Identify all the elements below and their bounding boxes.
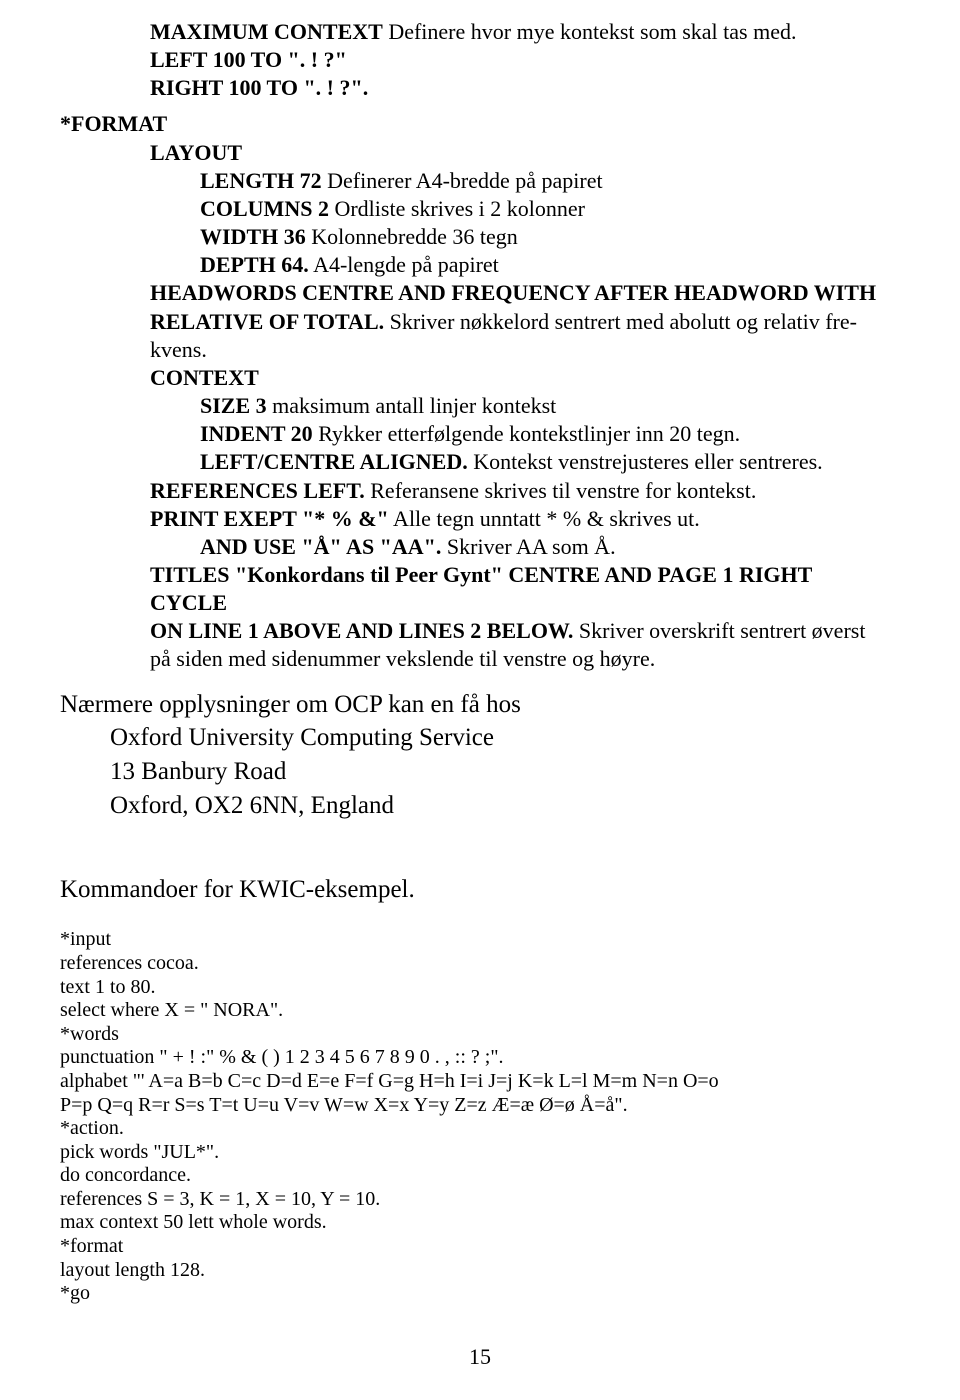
and-use-bold: AND USE "Å" AS "AA".: [200, 534, 441, 559]
code-line: layout length 128.: [60, 1259, 890, 1283]
print-exept-bold: PRINT EXEPT "* % &": [150, 506, 389, 531]
print-exept: PRINT EXEPT "* % &" Alle tegn unntatt * …: [60, 505, 890, 533]
code-line: do concordance.: [60, 1164, 890, 1188]
right-100: RIGHT 100 TO ". ! ?".: [150, 75, 368, 100]
code-line: alphabet "' A=a B=b C=c D=d E=e F=f G=g …: [60, 1070, 890, 1094]
titles-bold-2: ON LINE 1 ABOVE AND LINES 2 BELOW.: [150, 618, 573, 643]
code-line: *format: [60, 1235, 890, 1259]
contact-line-4: Oxford, OX2 6NN, England: [60, 789, 890, 823]
headwords-line-2: RELATIVE OF TOTAL. Skriver nøkkelord sen…: [60, 308, 890, 336]
titles-line-1: TITLES "Konkordans til Peer Gynt" CENTRE…: [60, 561, 890, 617]
kwic-code-block: *input references cocoa. text 1 to 80. s…: [60, 928, 890, 1306]
layout-width: WIDTH 36 Kolonnebredde 36 tegn: [60, 223, 890, 251]
layout-heading: LAYOUT: [60, 139, 890, 167]
context-heading: CONTEXT: [60, 364, 890, 392]
context-align-bold: LEFT/CENTRE ALIGNED.: [200, 449, 468, 474]
max-context-line-3: RIGHT 100 TO ". ! ?".: [60, 74, 890, 102]
and-use: AND USE "Å" AS "AA". Skriver AA som Å.: [60, 533, 890, 561]
refs-left-bold: REFERENCES LEFT.: [150, 478, 365, 503]
headwords-bold-2: RELATIVE OF TOTAL.: [150, 309, 384, 334]
titles-bold-1: TITLES "Konkordans til Peer Gynt" CENTRE…: [150, 562, 812, 615]
context-align-desc: Kontekst venstrejusteres eller sentreres…: [468, 449, 823, 474]
headwords-bold-1: HEADWORDS CENTRE AND FREQUENCY AFTER HEA…: [150, 280, 876, 305]
and-use-desc: Skriver AA som Å.: [441, 534, 615, 559]
document-page: MAXIMUM CONTEXT Definere hvor mye kontek…: [0, 0, 960, 1400]
headwords-desc-2: Skriver nøkkelord sentrert med abolutt o…: [384, 309, 857, 334]
max-context-line-2: LEFT 100 TO ". ! ?": [60, 46, 890, 74]
layout-length-desc: Definerer A4-bredde på papiret: [322, 168, 603, 193]
max-context-desc: Definere hvor mye kontekst som skal tas …: [383, 19, 797, 44]
headwords-line-3: kvens.: [60, 336, 890, 364]
layout-columns: COLUMNS 2 Ordliste skrives i 2 kolonner: [60, 195, 890, 223]
refs-left: REFERENCES LEFT. Referansene skrives til…: [60, 477, 890, 505]
code-line: punctuation " + ! :" % & ( ) 1 2 3 4 5 6…: [60, 1046, 890, 1070]
layout-depth-desc: A4-lengde på papiret: [309, 252, 499, 277]
layout-length-bold: LENGTH 72: [200, 168, 322, 193]
code-line: *input: [60, 928, 890, 952]
code-line: pick words "JUL*".: [60, 1141, 890, 1165]
layout-depth-bold: DEPTH 64.: [200, 252, 309, 277]
left-100: LEFT 100 TO ". ! ?": [150, 47, 347, 72]
page-number: 15: [0, 1344, 960, 1370]
context-size-bold: SIZE 3: [200, 393, 267, 418]
titles-line-2: ON LINE 1 ABOVE AND LINES 2 BELOW. Skriv…: [60, 617, 890, 645]
code-line: references S = 3, K = 1, X = 10, Y = 10.: [60, 1188, 890, 1212]
max-context-bold: MAXIMUM CONTEXT: [150, 19, 383, 44]
layout-columns-desc: Ordliste skrives i 2 kolonner: [329, 196, 585, 221]
contact-line-2: Oxford University Computing Service: [60, 721, 890, 755]
titles-desc-2: Skriver overskrift sentrert øverst: [573, 618, 865, 643]
layout-width-bold: WIDTH 36: [200, 224, 306, 249]
layout-length: LENGTH 72 Definerer A4-bredde på papiret: [60, 167, 890, 195]
code-line: select where X = " NORA".: [60, 999, 890, 1023]
layout-columns-bold: COLUMNS 2: [200, 196, 329, 221]
code-line: *go: [60, 1282, 890, 1306]
format-heading: *FORMAT: [60, 110, 890, 138]
titles-line-3: på siden med sidenummer vekslende til ve…: [60, 645, 890, 673]
refs-left-desc: Referansene skrives til venstre for kont…: [365, 478, 757, 503]
layout-width-desc: Kolonnebredde 36 tegn: [306, 224, 518, 249]
layout-depth: DEPTH 64. A4-lengde på papiret: [60, 251, 890, 279]
context-indent-desc: Rykker etterfølgende kontekstlinjer inn …: [313, 421, 740, 446]
contact-block: Nærmere opplysninger om OCP kan en få ho…: [60, 688, 890, 823]
context-size: SIZE 3 maksimum antall linjer kontekst: [60, 392, 890, 420]
headwords-line-1: HEADWORDS CENTRE AND FREQUENCY AFTER HEA…: [60, 279, 890, 307]
contact-line-3: 13 Banbury Road: [60, 755, 890, 789]
code-line: max context 50 lett whole words.: [60, 1211, 890, 1235]
code-line: references cocoa.: [60, 952, 890, 976]
print-exept-desc: Alle tegn unntatt * % & skrives ut.: [389, 506, 700, 531]
context-indent-bold: INDENT 20: [200, 421, 313, 446]
context-size-desc: maksimum antall linjer kontekst: [267, 393, 557, 418]
context-align: LEFT/CENTRE ALIGNED. Kontekst venstrejus…: [60, 448, 890, 476]
kwic-heading: Kommandoer for KWIC-eksempel.: [60, 873, 890, 907]
code-line: *words: [60, 1023, 890, 1047]
contact-line-1: Nærmere opplysninger om OCP kan en få ho…: [60, 688, 890, 722]
code-line: P=p Q=q R=r S=s T=t U=u V=v W=w X=x Y=y …: [60, 1094, 890, 1118]
code-line: text 1 to 80.: [60, 976, 890, 1000]
max-context-line-1: MAXIMUM CONTEXT Definere hvor mye kontek…: [60, 18, 890, 46]
code-line: *action.: [60, 1117, 890, 1141]
context-indent: INDENT 20 Rykker etterfølgende kontekstl…: [60, 420, 890, 448]
